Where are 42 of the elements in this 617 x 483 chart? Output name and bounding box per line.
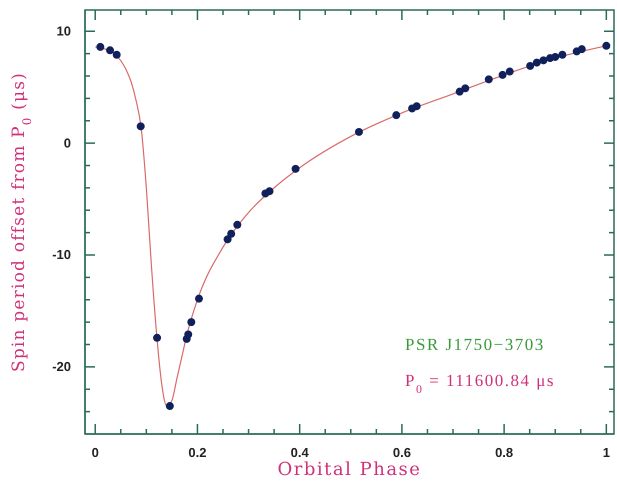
y-tick-label: -20 — [52, 359, 71, 374]
point — [224, 235, 232, 244]
point — [96, 42, 104, 51]
point — [112, 50, 121, 59]
point — [354, 128, 363, 136]
point — [136, 122, 145, 130]
point — [551, 53, 560, 61]
point — [506, 68, 514, 76]
point — [602, 42, 610, 50]
x-tick-label: 0 — [92, 445, 99, 460]
point — [266, 187, 274, 196]
y-tick-label: 10 — [56, 23, 71, 38]
x-tick-label: 0.6 — [392, 445, 411, 460]
x-axis-title: Orbital Phase — [278, 459, 422, 480]
x-tick-label: 1 — [602, 445, 610, 460]
point — [532, 58, 541, 67]
point — [392, 111, 400, 120]
point — [498, 70, 507, 79]
point — [412, 102, 421, 110]
point — [292, 164, 300, 173]
point — [227, 230, 236, 238]
point — [484, 75, 493, 84]
point — [233, 220, 242, 229]
y-tick-label: -10 — [52, 247, 71, 262]
point — [106, 46, 114, 54]
annotation: P$_{0}$ = 111600.84 μs — [405, 371, 555, 396]
point — [153, 334, 162, 342]
point — [456, 88, 464, 96]
point — [526, 62, 534, 70]
x-tick-label: 0.8 — [495, 445, 514, 460]
x-tick-label: 0.4 — [290, 445, 310, 460]
point — [461, 84, 470, 92]
point — [187, 318, 196, 326]
point — [194, 294, 203, 303]
x-tick-label: 0.2 — [188, 445, 206, 460]
point — [184, 330, 192, 338]
y-tick-label: 0 — [64, 135, 71, 150]
point — [166, 402, 174, 410]
point — [539, 56, 548, 64]
point — [578, 45, 586, 54]
annotation: PSR J1750−3703 — [405, 335, 545, 354]
point — [558, 50, 566, 59]
